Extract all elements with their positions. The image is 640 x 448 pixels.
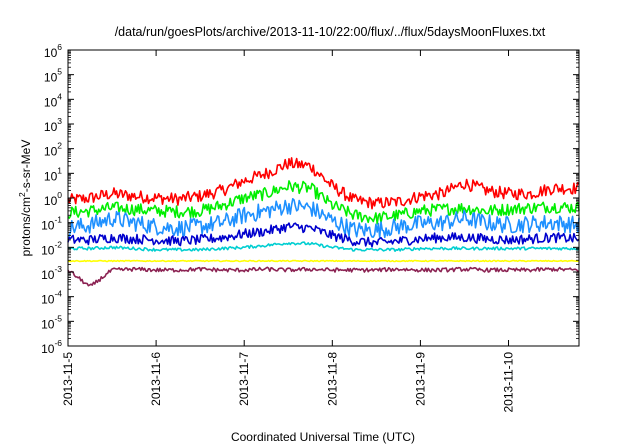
x-tick-label: 2013-11-7: [237, 352, 251, 406]
y-tick-label: 10-3: [41, 264, 62, 282]
y-tick-label: 10-2: [41, 239, 62, 257]
x-tick-label: 2013-11-6: [149, 352, 163, 406]
y-tick-label: 104: [44, 91, 62, 109]
series-line: [67, 157, 580, 210]
x-tick-label: 2013-11-10: [502, 352, 516, 413]
y-tick-label: 106: [44, 42, 62, 60]
series-layer: [67, 157, 580, 287]
y-tick-label: 10-1: [41, 215, 62, 233]
y-tick-label: 100: [44, 190, 62, 208]
y-axis-ticks: 10-6 10-5 10-4 10-3 10-2 10-1 100 101 102 103 104 1…: [41, 42, 579, 356]
y-tick-label: 10-5: [41, 313, 62, 331]
x-axis-label: Coordinated Universal Time (UTC): [231, 430, 415, 444]
series-line: [67, 241, 580, 252]
series-line: [67, 198, 580, 239]
y-tick-label: 10-4: [41, 289, 62, 307]
y-axis-label: protons/cm2-s-sr-MeV: [17, 140, 33, 257]
x-tick-label: 2013-11-9: [413, 352, 427, 406]
y-tick-label: 103: [44, 116, 62, 134]
chart-title: /data/run/goesPlots/archive/2013-11-10/2…: [115, 25, 546, 39]
y-tick-label: 105: [44, 67, 62, 85]
x-tick-label: 2013-11-8: [325, 352, 339, 406]
y-tick-label: 10-6: [41, 338, 62, 356]
series-line: [67, 180, 580, 225]
series-line: [67, 266, 580, 287]
x-tick-label: 2013-11-5: [61, 352, 75, 406]
series-line: [68, 259, 580, 263]
series-line: [67, 222, 580, 248]
y-tick-label: 101: [44, 165, 62, 183]
y-tick-label: 102: [44, 141, 62, 159]
x-axis-ticks: 2013-11-5 2013-11-6 2013-11-7 2013-11-8 2013…: [61, 50, 516, 413]
